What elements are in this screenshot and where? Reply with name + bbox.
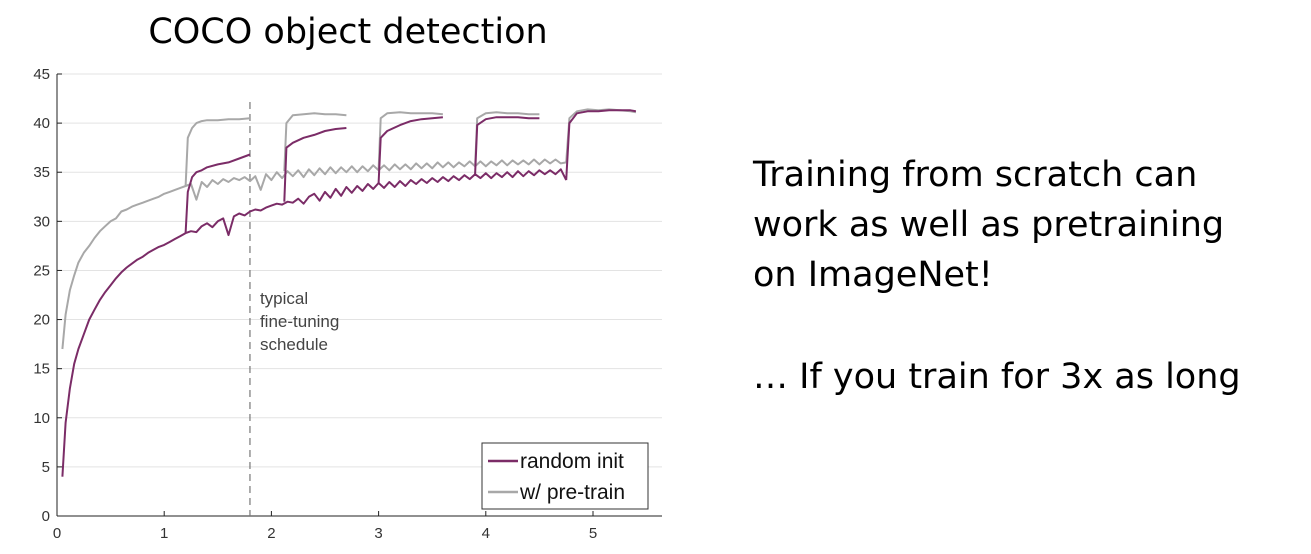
legend: random init w/ pre-train bbox=[481, 442, 649, 510]
x-tick-label: 3 bbox=[374, 525, 382, 542]
x-tick-label: 4 bbox=[482, 525, 490, 542]
annotation-label: typical bbox=[260, 289, 308, 308]
series-random-init bbox=[61, 109, 637, 477]
legend-label: w/ pre-train bbox=[519, 481, 625, 504]
x-tick-label: 1 bbox=[160, 525, 168, 542]
grid-lines bbox=[57, 73, 662, 468]
caption-note: … If you train for 3x as long bbox=[753, 357, 1241, 397]
annotation-label: schedule bbox=[260, 335, 328, 354]
series-line bbox=[377, 116, 443, 184]
caption-line: Training from scratch can bbox=[753, 155, 1198, 195]
fine-tuning-annotation: typical fine-tuning schedule bbox=[249, 102, 339, 516]
chart-title: COCO object detection bbox=[148, 12, 548, 52]
y-tick-label: 40 bbox=[33, 115, 50, 132]
series-line bbox=[283, 127, 347, 202]
caption-main: Training from scratch can work as well a… bbox=[753, 150, 1224, 300]
series-line bbox=[565, 109, 637, 181]
series-line bbox=[474, 116, 540, 175]
y-tick-label: 10 bbox=[33, 410, 50, 427]
series-w-pre-train bbox=[61, 108, 637, 350]
caption-line: on ImageNet! bbox=[753, 255, 993, 295]
legend-box bbox=[481, 442, 649, 510]
series-line bbox=[184, 117, 251, 187]
y-tick-label: 45 bbox=[33, 66, 50, 83]
y-tick-label: 20 bbox=[33, 312, 50, 329]
series-line bbox=[474, 111, 540, 167]
y-tick-label: 5 bbox=[42, 459, 50, 476]
series-line bbox=[61, 168, 568, 477]
y-tick-label: 0 bbox=[42, 508, 50, 525]
series-line bbox=[283, 112, 347, 172]
x-tick-label: 2 bbox=[267, 525, 275, 542]
series-line bbox=[377, 111, 443, 171]
series-line bbox=[565, 108, 637, 163]
y-tick-label: 30 bbox=[33, 213, 50, 230]
legend-label: random init bbox=[520, 450, 624, 473]
x-tick-label: 5 bbox=[589, 525, 597, 542]
y-tick-label: 25 bbox=[33, 262, 50, 279]
series-line bbox=[61, 158, 567, 350]
y-tick-label: 15 bbox=[33, 361, 50, 378]
series-lines bbox=[61, 108, 637, 477]
x-tick-label: 0 bbox=[53, 525, 61, 542]
y-tick-label: 35 bbox=[33, 164, 50, 181]
series-line bbox=[184, 153, 251, 234]
annotation-label: fine-tuning bbox=[260, 312, 339, 331]
caption-line: work as well as pretraining bbox=[753, 205, 1225, 245]
